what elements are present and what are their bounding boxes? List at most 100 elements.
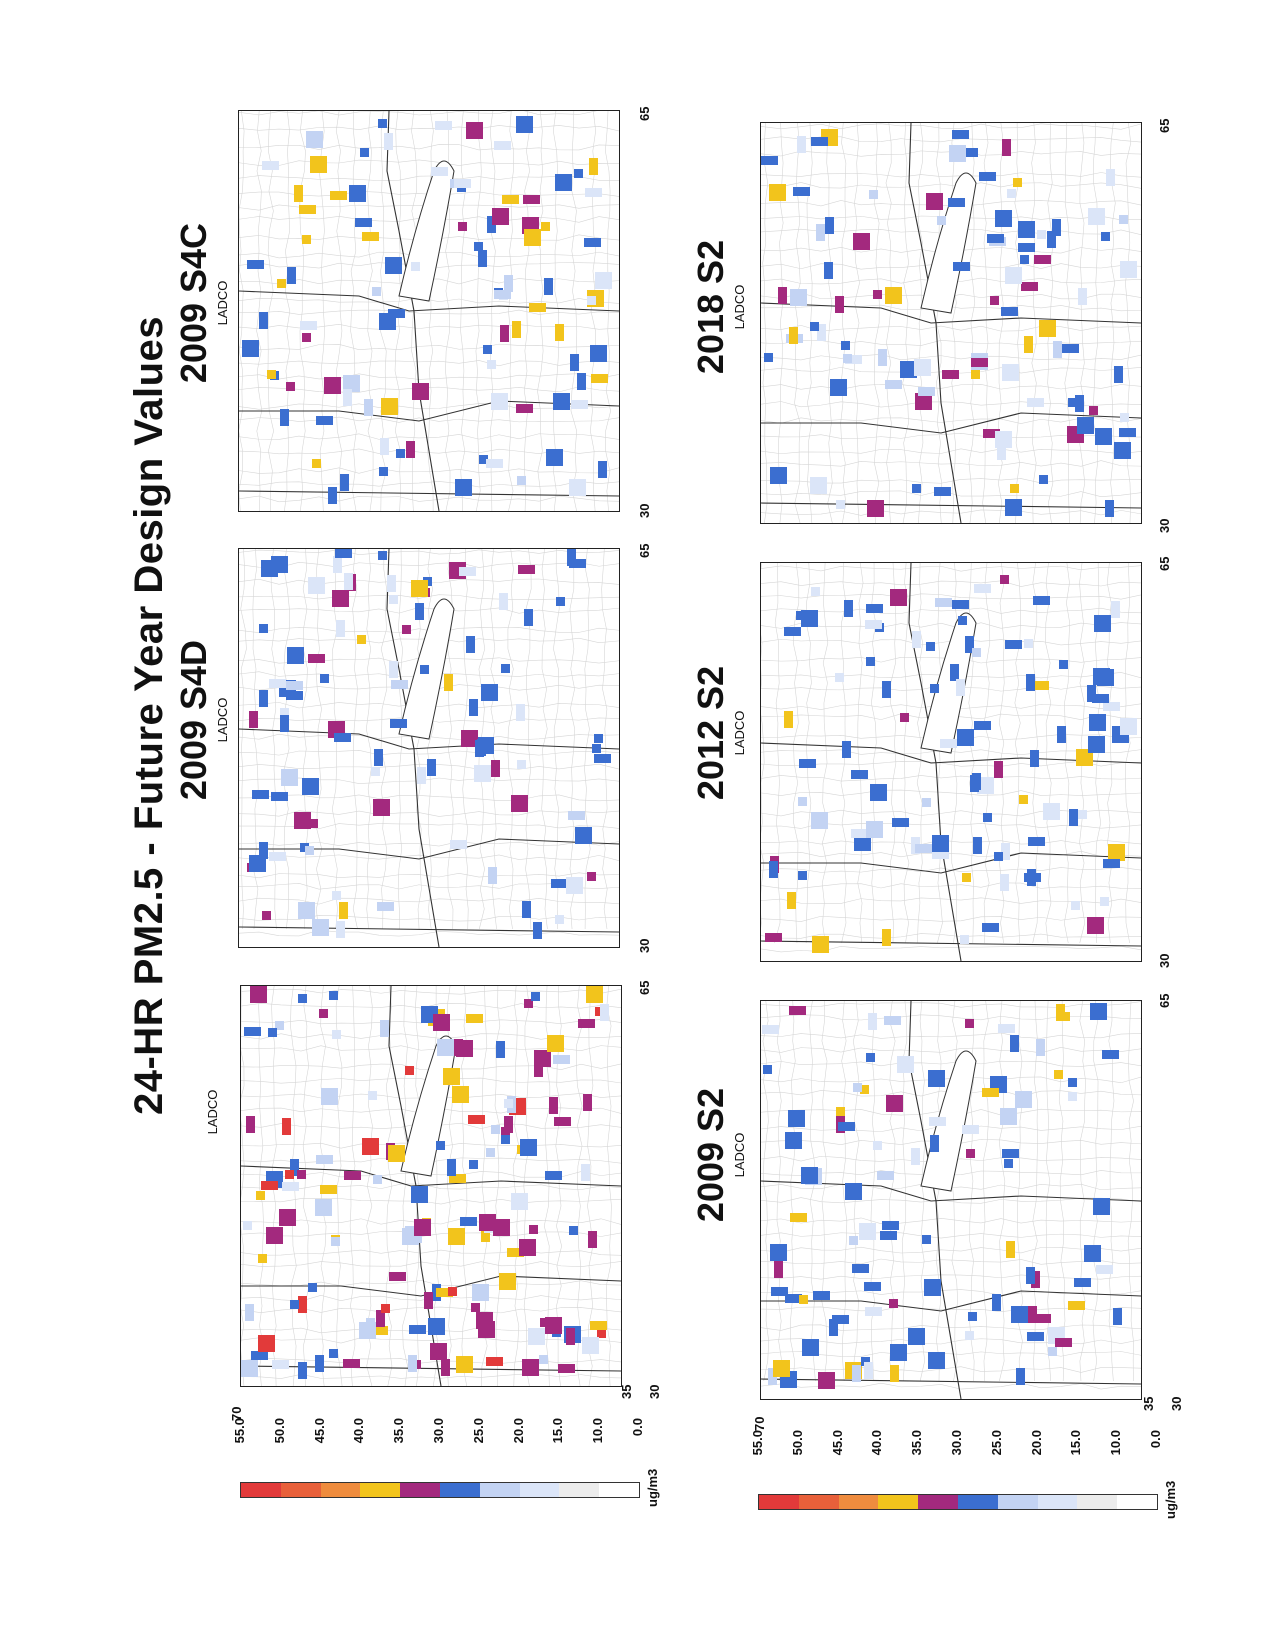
concentration-cell [942, 370, 959, 379]
concentration-cell [594, 734, 603, 743]
concentration-cell [444, 674, 453, 691]
concentration-cell [1088, 208, 1105, 225]
county-line [427, 549, 434, 930]
concentration-cell [1007, 189, 1016, 198]
colorbar-swatch [280, 1483, 322, 1497]
concentration-cell [371, 1326, 388, 1335]
county-line [761, 340, 1141, 346]
concentration-cell [551, 879, 568, 888]
county-line [1063, 563, 1071, 944]
concentration-cell [390, 719, 407, 728]
concentration-cell [983, 429, 1000, 438]
colorbar-swatch [838, 1495, 879, 1509]
concentration-cell [770, 1244, 787, 1261]
concentration-cell [549, 1097, 558, 1114]
county-line [936, 1001, 942, 1382]
concentration-cell [321, 1088, 338, 1105]
concentration-cell [1061, 1012, 1070, 1021]
concentration-cell [570, 354, 579, 371]
concentration-cell [591, 374, 608, 383]
concentration-cell [258, 1254, 267, 1263]
concentration-cell [427, 759, 436, 776]
concentration-cell [1005, 640, 1022, 649]
panel-title-s4d: 2009 S4D LADCO [173, 639, 230, 801]
concentration-cell [990, 296, 999, 305]
concentration-cell [825, 217, 834, 234]
colorbar-label: 10.0 [1108, 1430, 1124, 1456]
concentration-cell [546, 449, 563, 466]
county-line [903, 563, 910, 944]
concentration-cell [431, 167, 448, 176]
colorbar-label: 15.0 [1068, 1430, 1084, 1456]
concentration-cell [793, 187, 810, 196]
concentration-cell [769, 861, 778, 878]
concentration-cell [516, 704, 525, 721]
concentration-cell [539, 1355, 548, 1364]
concentration-cell [851, 829, 868, 838]
concentration-cell [435, 121, 452, 130]
lake-shape [398, 160, 455, 302]
county-line [917, 123, 924, 523]
county-line [239, 562, 619, 568]
concentration-cell [1027, 398, 1044, 407]
concentration-cell [460, 1217, 477, 1226]
concentration-cell [842, 741, 851, 758]
county-line [1108, 1001, 1115, 1382]
county-line [761, 383, 1141, 390]
concentration-cell [409, 1325, 426, 1334]
concentration-cell [459, 567, 476, 576]
concentration-cell [1000, 575, 1009, 584]
concentration-cell [517, 760, 526, 769]
county-line [761, 1032, 1141, 1039]
concentration-cell [1036, 1039, 1045, 1056]
concentration-cell [343, 389, 352, 406]
concentration-cell [244, 1027, 261, 1036]
concentration-cell [962, 1125, 979, 1134]
concentration-cell [477, 739, 486, 756]
concentration-cell [849, 1236, 858, 1245]
county-line [590, 111, 597, 511]
concentration-cell [371, 767, 380, 776]
concentration-cell [598, 461, 607, 478]
concentration-cell [447, 1159, 456, 1176]
concentration-cell [428, 1318, 445, 1335]
county-line [951, 123, 957, 523]
concentration-cell [915, 844, 932, 853]
concentration-cell [261, 1181, 278, 1190]
county-line [239, 897, 619, 905]
state-boundary [239, 926, 619, 933]
concentration-cell [912, 631, 921, 648]
concentration-cell [864, 1362, 873, 1379]
county-line [508, 111, 515, 511]
colorbar-label: 15.0 [550, 1418, 566, 1444]
concentration-cell [492, 208, 509, 225]
county-line [241, 1280, 621, 1287]
concentration-cell [1055, 1338, 1072, 1347]
county-line [1058, 1001, 1066, 1382]
concentration-cell [302, 235, 311, 244]
county-line [870, 1001, 876, 1382]
concentration-cell [1039, 475, 1048, 484]
concentration-cell [595, 272, 612, 289]
concentration-cell [789, 327, 798, 344]
concentration-cell [287, 647, 304, 664]
concentration-cell [911, 1148, 920, 1165]
concentration-cell [481, 684, 498, 701]
concentration-cell [588, 1231, 597, 1248]
county-line [761, 789, 1141, 796]
concentration-cell [302, 778, 319, 795]
map-panel-2009-s2 [760, 1000, 1142, 1400]
colorbar-label: 45.0 [311, 1418, 327, 1444]
concentration-cell [261, 560, 278, 577]
concentration-cell [586, 986, 603, 1003]
concentration-cell [528, 1328, 545, 1345]
concentration-cell [376, 1310, 385, 1327]
concentration-cell [928, 1352, 945, 1369]
concentration-cell [998, 1024, 1015, 1033]
concentration-cell [519, 1239, 536, 1256]
concentration-cell [785, 1294, 802, 1303]
concentration-cell [832, 1315, 849, 1324]
colorbar-bottom [758, 1494, 1158, 1510]
concentration-cell [279, 1209, 296, 1226]
county-line [239, 343, 619, 351]
